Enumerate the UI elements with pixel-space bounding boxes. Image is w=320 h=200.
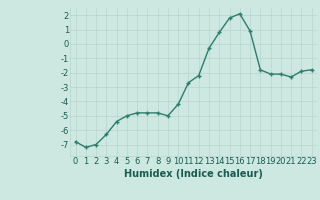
X-axis label: Humidex (Indice chaleur): Humidex (Indice chaleur) xyxy=(124,169,263,179)
